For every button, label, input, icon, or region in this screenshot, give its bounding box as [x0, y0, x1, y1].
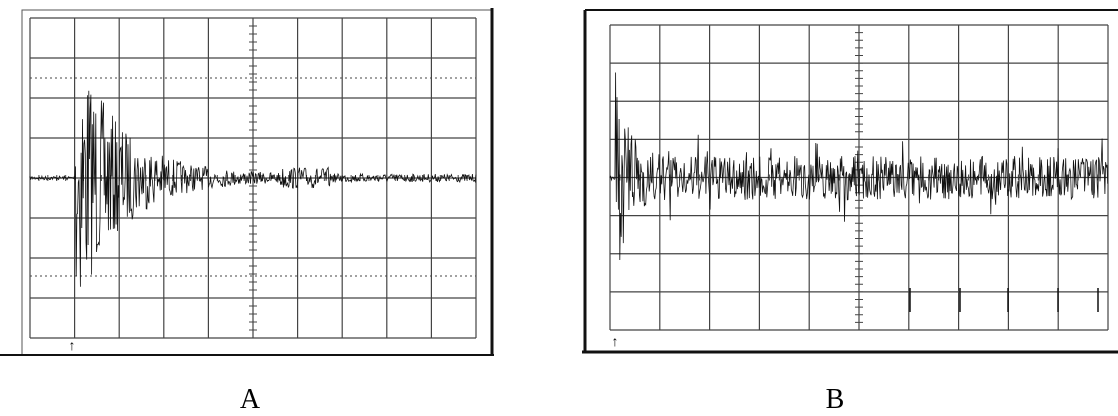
panel-label: A [240, 384, 261, 415]
marker: ↑ [612, 335, 619, 350]
marker: ↑ [69, 339, 76, 354]
panel-a: A ↑ [0, 8, 494, 415]
panel-b: B ↑ [582, 10, 1118, 415]
panel-label: B [826, 384, 845, 415]
figure: A ↑ B ↑ [0, 0, 1118, 416]
